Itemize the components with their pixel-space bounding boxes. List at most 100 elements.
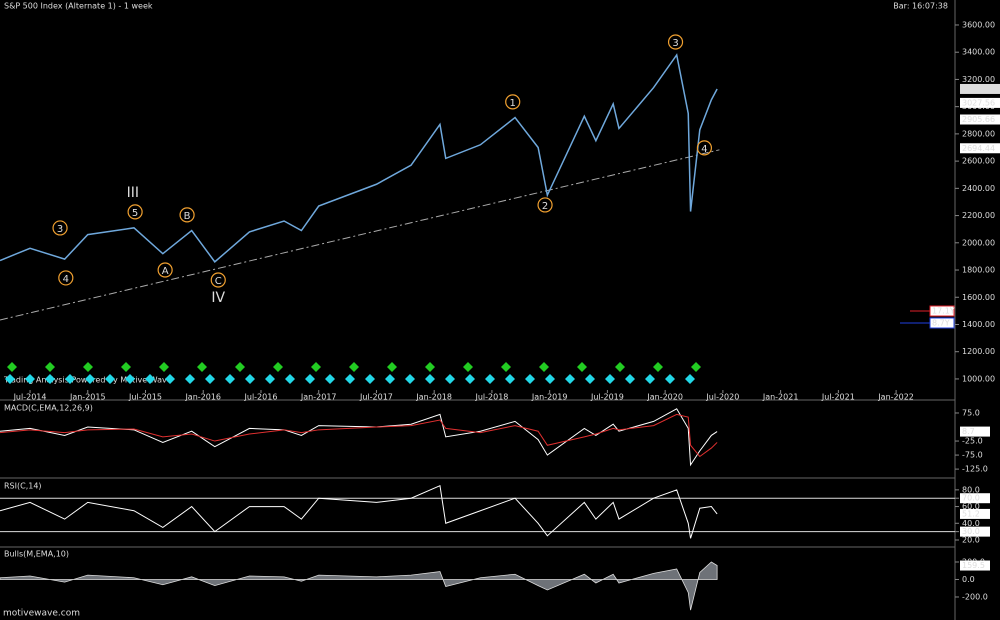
signal-diamond <box>325 374 335 384</box>
line <box>0 484 718 539</box>
signal-diamond <box>505 374 515 384</box>
signal-diamond <box>485 374 495 384</box>
signal-diamond <box>545 374 555 384</box>
price-box <box>960 97 1000 108</box>
wave-circle <box>179 207 195 223</box>
wave-circle <box>667 34 684 50</box>
tick-box <box>960 493 990 504</box>
clock: Bar: 16:07:38 <box>893 2 948 11</box>
signal-diamond <box>405 374 415 384</box>
wave-circle <box>210 272 226 288</box>
x-tick-label: Jul-2015 <box>128 393 162 402</box>
y-tick-label: 60.0 <box>962 502 980 511</box>
signal-diamond <box>45 374 55 384</box>
tick-box <box>960 526 990 537</box>
y-tick-label: 1200.00 <box>962 347 995 356</box>
y-tick-label: -75.0 <box>962 451 983 460</box>
price-box <box>960 143 1000 154</box>
signal-diamond <box>85 374 95 384</box>
price-box <box>960 114 1000 125</box>
y-tick-label: 2800.00 <box>962 129 995 138</box>
x-tick-label: Jan-2015 <box>69 393 106 402</box>
y-tick-label: 2200.00 <box>962 211 995 220</box>
wave-label: A <box>162 266 169 277</box>
signal-diamond <box>463 362 473 372</box>
signal-diamond <box>465 374 475 384</box>
wave-label: C <box>215 276 222 287</box>
x-tick-label: Jan-2016 <box>184 393 221 402</box>
level-box <box>929 305 955 317</box>
x-tick-label: Jul-2014 <box>13 393 47 402</box>
y-tick-label: -125.0 <box>962 465 988 474</box>
x-tick-label: Jan-2021 <box>762 393 799 402</box>
signal-diamond <box>235 362 245 372</box>
x-tick-label: Jul-2016 <box>244 393 278 402</box>
wave-label: 3 <box>57 224 63 235</box>
signal-diamond <box>565 374 575 384</box>
line <box>0 53 718 263</box>
signal-diamond <box>121 362 131 372</box>
signal-diamond <box>615 362 625 372</box>
signal-diamond <box>265 374 275 384</box>
signal-diamond <box>653 362 663 372</box>
signal-diamond <box>145 374 155 384</box>
wave-circle <box>505 94 521 110</box>
signal-diamond <box>425 374 435 384</box>
x-tick-label: Jan-2022 <box>877 393 914 402</box>
y-tick-label: 3400.00 <box>962 48 995 57</box>
signal-diamond <box>285 374 295 384</box>
signal-diamond <box>387 362 397 372</box>
signal-diamond <box>645 374 655 384</box>
wave-label: 2 <box>542 201 548 212</box>
signal-diamond <box>305 374 315 384</box>
y-tick-label: 1800.00 <box>962 266 995 275</box>
level-label: 17.1Y <box>932 307 955 316</box>
site: motivewave.com <box>3 609 80 619</box>
signal-diamond <box>185 374 195 384</box>
price-box <box>960 83 1000 94</box>
wave-label: 1 <box>510 98 516 109</box>
signal-diamond <box>65 374 75 384</box>
wave-circle <box>127 204 143 220</box>
signal-diamond <box>7 362 17 372</box>
signal-diamond <box>345 374 355 384</box>
signal-diamond <box>425 362 435 372</box>
wave-circle <box>157 262 173 278</box>
last-value: 51.2 <box>962 509 980 518</box>
signal-diamond <box>665 374 675 384</box>
wave-label: III <box>127 185 139 201</box>
x-tick-label: Jul-2020 <box>705 393 739 402</box>
y-tick-label: 40.0 <box>962 519 980 528</box>
signal-diamond <box>577 362 587 372</box>
signal-diamond <box>625 374 635 384</box>
panel-title: MACD(C,EMA,12,26,9) <box>4 404 93 413</box>
y-tick-label: 70.0 <box>962 494 980 503</box>
x-tick-label: Jan-2019 <box>531 393 568 402</box>
last-value: 8.7 <box>962 427 975 436</box>
y-tick-label: 1000.00 <box>962 374 995 383</box>
signal-diamond <box>225 374 235 384</box>
last-value-box <box>960 560 990 571</box>
y-tick-label: 1400.00 <box>962 320 995 329</box>
y-tick-label: 75.0 <box>962 408 980 417</box>
signal-diamond <box>273 362 283 372</box>
signal-diamond <box>525 374 535 384</box>
signal-diamond <box>105 374 115 384</box>
signal-diamond <box>691 362 701 372</box>
price-label: 2694.44 <box>962 144 995 153</box>
signal-diamond <box>385 374 395 384</box>
signal-diamond <box>45 362 55 372</box>
signal-diamond <box>5 374 15 384</box>
wave-label: B <box>184 211 191 222</box>
signal-diamond <box>197 362 207 372</box>
last-value: 159.5 <box>962 561 985 570</box>
line <box>0 413 718 458</box>
wave-label: IV <box>211 290 225 306</box>
wave-circle <box>696 140 713 156</box>
y-tick-label: -200.0 <box>962 592 988 601</box>
signal-diamond <box>685 374 695 384</box>
x-tick-label: Jan-2018 <box>415 393 452 402</box>
signal-diamond <box>585 374 595 384</box>
